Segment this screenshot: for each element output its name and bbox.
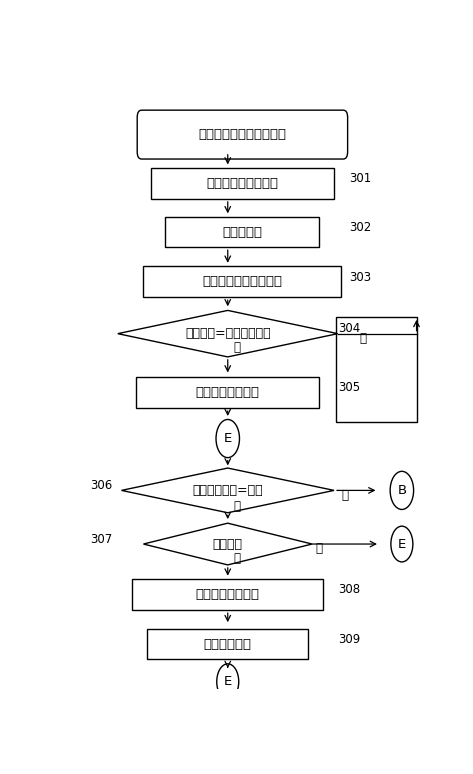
Text: 信令转发控制和呼叫处理: 信令转发控制和呼叫处理: [198, 128, 287, 141]
Polygon shape: [122, 468, 334, 512]
Text: 307: 307: [90, 533, 113, 546]
Text: E: E: [224, 675, 232, 688]
Text: 释放中继通道资源: 释放中继通道资源: [196, 385, 260, 399]
Text: 301: 301: [349, 172, 371, 185]
Text: 308: 308: [338, 584, 360, 597]
Text: 是: 是: [233, 500, 240, 513]
Text: 306: 306: [90, 479, 113, 492]
Text: 否: 否: [359, 332, 366, 345]
Bar: [166, 217, 319, 247]
Bar: [147, 629, 308, 659]
Text: E: E: [398, 537, 406, 550]
Bar: [336, 317, 417, 422]
Bar: [151, 168, 334, 199]
Text: 302: 302: [349, 221, 371, 234]
Text: 否: 否: [316, 543, 323, 555]
Circle shape: [390, 471, 413, 509]
Polygon shape: [143, 523, 312, 565]
Circle shape: [216, 420, 239, 457]
Text: 保存呼叫信息数据: 保存呼叫信息数据: [196, 588, 260, 601]
Text: 否: 否: [342, 488, 349, 502]
Text: 305: 305: [338, 381, 360, 394]
Text: 309: 309: [338, 633, 360, 646]
Text: 来话呼叫处理: 来话呼叫处理: [204, 638, 252, 651]
Text: 号码收全: 号码收全: [213, 537, 243, 550]
Text: 加载语音卡驱动程序: 加载语音卡驱动程序: [206, 177, 279, 190]
Text: 304: 304: [338, 323, 360, 335]
Circle shape: [217, 664, 239, 700]
Text: 来话中继状态=呼入: 来话中继状态=呼入: [193, 484, 263, 497]
Bar: [143, 266, 342, 297]
Text: 是: 是: [233, 341, 240, 354]
Bar: [136, 377, 319, 408]
FancyBboxPatch shape: [137, 110, 348, 159]
Text: 系统初始化: 系统初始化: [222, 226, 263, 239]
Text: 获取中继通道信令状态: 获取中继通道信令状态: [202, 276, 282, 288]
Text: B: B: [397, 484, 406, 497]
Text: 303: 303: [349, 271, 371, 283]
Text: 信令状态=等待释放资源: 信令状态=等待释放资源: [185, 327, 271, 340]
Bar: [132, 579, 323, 610]
Text: 是: 是: [233, 553, 240, 566]
Circle shape: [391, 526, 413, 562]
Polygon shape: [118, 310, 338, 357]
Text: E: E: [224, 432, 232, 445]
